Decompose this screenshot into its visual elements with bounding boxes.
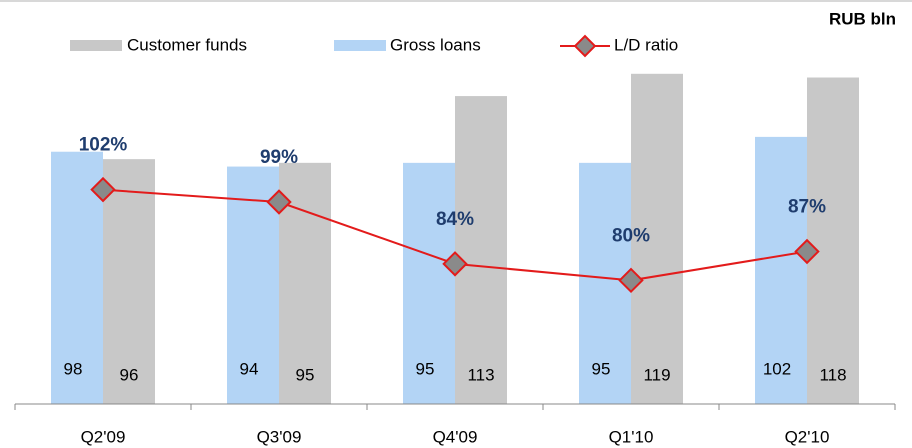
x-tick-label: Q2'09 <box>81 427 126 446</box>
legend-swatch <box>70 40 122 51</box>
x-tick-label: Q1'10 <box>609 427 654 446</box>
ratio-label: 84% <box>436 209 474 230</box>
bar-value-label: 96 <box>120 365 139 384</box>
x-tick-label: Q2'10 <box>785 427 830 446</box>
bar-value-label: 119 <box>643 365 670 384</box>
legend-label: Gross loans <box>390 35 481 54</box>
bar <box>807 77 859 405</box>
ratio-marker <box>442 251 468 277</box>
bar-value-label: 102 <box>763 359 791 378</box>
bar-value-label: 95 <box>296 365 315 384</box>
legend-label: Customer funds <box>127 35 247 54</box>
bar <box>227 166 279 404</box>
bar <box>103 159 155 404</box>
ratio-marker <box>618 267 644 294</box>
bar <box>51 151 103 404</box>
ratio-marker <box>794 238 820 265</box>
bar <box>755 136 807 404</box>
bar <box>631 73 683 404</box>
bar-value-label: 95 <box>592 359 611 378</box>
bar <box>455 96 507 404</box>
x-tick-label: Q4'09 <box>433 427 478 446</box>
ratio-marker <box>266 189 292 215</box>
bar-value-label: 98 <box>64 359 83 378</box>
bar-value-label: 118 <box>819 365 846 384</box>
ratio-label: 99% <box>260 147 298 168</box>
bar-value-label: 113 <box>467 365 494 384</box>
ratio-marker <box>90 176 116 203</box>
bar-value-label: 95 <box>416 359 435 378</box>
legend-label: L/D ratio <box>614 35 678 54</box>
legend-marker <box>573 34 597 58</box>
x-tick-label: Q3'09 <box>257 427 302 446</box>
bar-value-label: 94 <box>240 359 259 378</box>
unit-label: RUB bln <box>829 9 896 28</box>
ratio-label: 102% <box>79 135 128 156</box>
ratio-label: 87% <box>788 196 826 217</box>
legend-swatch <box>334 40 386 51</box>
bar <box>403 162 455 404</box>
ratio-label: 80% <box>612 225 650 246</box>
